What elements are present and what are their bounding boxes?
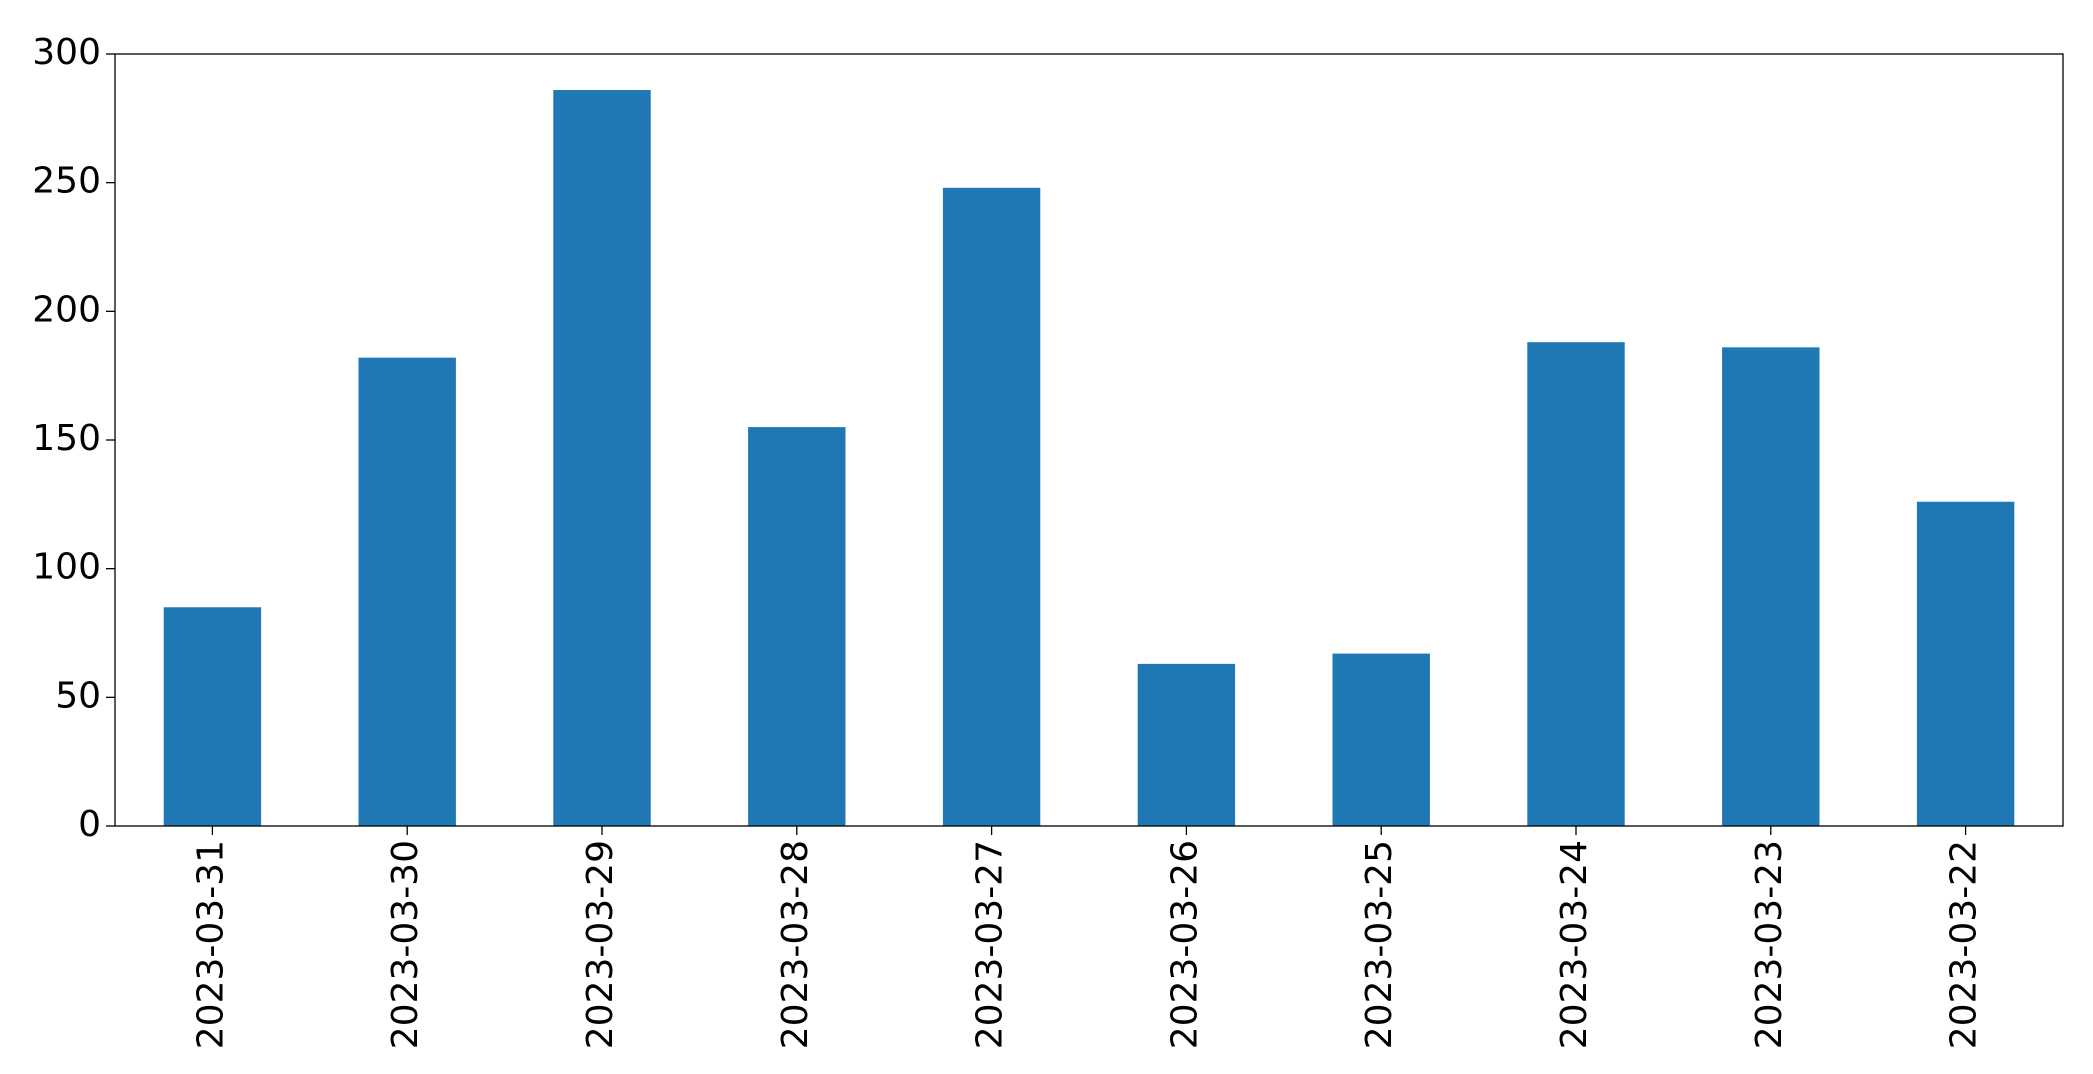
x-tick-label: 2023-03-27 xyxy=(970,840,1011,1049)
y-tick-label: 100 xyxy=(32,547,101,588)
bar xyxy=(1137,663,1236,826)
x-tick-label: 2023-03-24 xyxy=(1554,840,1595,1049)
x-tick-label: 2023-03-22 xyxy=(1944,840,1985,1049)
bar xyxy=(1722,347,1820,826)
x-tick-label: 2023-03-23 xyxy=(1749,840,1790,1049)
bar xyxy=(942,187,1041,826)
bar xyxy=(1332,653,1430,826)
x-tick-label: 2023-03-26 xyxy=(1164,840,1205,1049)
x-tick-label: 2023-03-29 xyxy=(580,840,621,1049)
y-tick-label: 150 xyxy=(32,418,101,459)
bar xyxy=(553,90,651,826)
x-tick-label: 2023-03-31 xyxy=(190,840,231,1049)
y-tick-label: 0 xyxy=(78,804,101,845)
plot-frame xyxy=(114,53,2064,827)
x-tick-label: 2023-03-30 xyxy=(385,840,426,1049)
y-tick-label: 50 xyxy=(55,675,101,716)
x-tick-label: 2023-03-25 xyxy=(1359,840,1400,1049)
bar xyxy=(358,357,456,826)
bar xyxy=(748,427,846,826)
y-tick-label: 300 xyxy=(32,32,101,73)
y-tick-label: 200 xyxy=(32,289,101,330)
bar xyxy=(1916,501,2015,826)
bar xyxy=(1527,342,1625,826)
x-tick-label: 2023-03-28 xyxy=(775,840,816,1049)
y-tick-label: 250 xyxy=(32,161,101,202)
bar xyxy=(163,607,262,826)
